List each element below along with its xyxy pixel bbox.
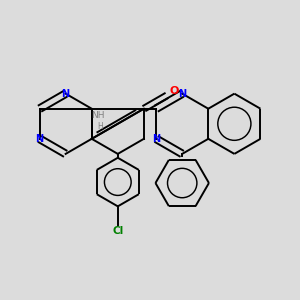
Text: O: O [169,86,179,96]
Text: N: N [178,89,186,99]
Text: N: N [35,134,44,144]
Text: N: N [61,89,70,99]
Text: NH: NH [91,112,105,121]
Text: N: N [152,134,160,144]
Text: Cl: Cl [112,226,123,236]
Text: H: H [98,122,103,131]
